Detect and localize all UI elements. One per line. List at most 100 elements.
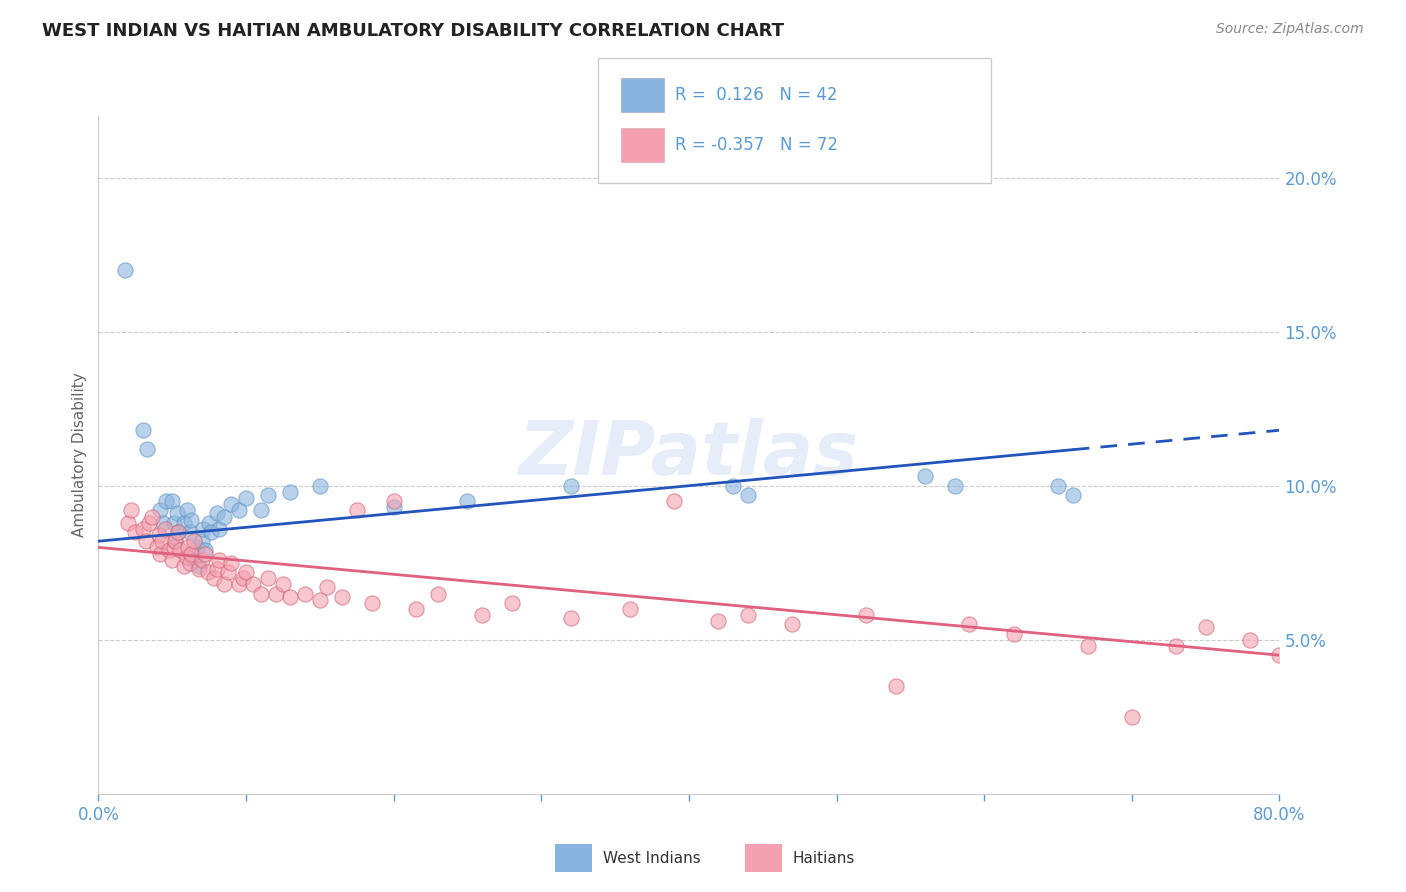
Point <box>183 534 205 549</box>
Point <box>200 524 222 539</box>
Point <box>664 494 686 508</box>
Point <box>194 547 217 561</box>
Point <box>124 524 146 539</box>
Point <box>155 494 177 508</box>
Point <box>173 516 195 530</box>
Point <box>943 479 966 493</box>
Point <box>150 534 173 549</box>
Point <box>148 528 170 542</box>
Point <box>187 558 209 573</box>
Point <box>1121 710 1143 724</box>
Point <box>427 586 450 600</box>
Point <box>250 586 273 600</box>
Point <box>138 516 160 530</box>
Point <box>382 494 405 508</box>
Point <box>278 590 302 604</box>
Point <box>1239 632 1261 647</box>
Point <box>271 577 294 591</box>
Point <box>176 549 198 564</box>
Point <box>208 552 231 566</box>
Text: ZIPatlas: ZIPatlas <box>519 418 859 491</box>
Point <box>194 543 217 558</box>
Point <box>132 423 155 437</box>
Point <box>330 590 353 604</box>
Point <box>232 571 254 585</box>
Point <box>1077 639 1099 653</box>
Point <box>162 494 183 508</box>
Point <box>198 516 221 530</box>
Point <box>1268 648 1291 663</box>
Point <box>149 503 172 517</box>
Y-axis label: Ambulatory Disability: Ambulatory Disability <box>72 373 87 537</box>
Point <box>309 479 332 493</box>
Point <box>560 611 582 625</box>
Point <box>382 500 405 515</box>
Point <box>191 552 214 566</box>
Point <box>191 534 214 549</box>
Point <box>456 494 478 508</box>
Point <box>169 543 191 558</box>
Point <box>560 479 582 493</box>
Point <box>135 534 157 549</box>
Point <box>235 491 257 505</box>
Point <box>187 562 209 576</box>
Point <box>166 507 188 521</box>
Point <box>212 577 235 591</box>
Point <box>208 522 231 536</box>
Point <box>141 509 163 524</box>
Point <box>197 565 219 579</box>
Point <box>114 263 136 277</box>
Point <box>205 507 228 521</box>
Text: R =  0.126   N = 42: R = 0.126 N = 42 <box>675 87 838 104</box>
Point <box>316 581 339 595</box>
Point <box>309 592 332 607</box>
Point <box>117 516 139 530</box>
Point <box>257 488 280 502</box>
Point <box>163 541 186 555</box>
Point <box>737 488 759 502</box>
Point <box>294 586 316 600</box>
Point <box>173 558 195 573</box>
Point <box>235 565 257 579</box>
Point <box>193 522 215 536</box>
Text: Source: ZipAtlas.com: Source: ZipAtlas.com <box>1216 22 1364 37</box>
Point <box>405 602 427 616</box>
Point <box>737 608 759 623</box>
Point <box>152 516 174 530</box>
Point <box>1195 620 1218 634</box>
Point <box>217 565 239 579</box>
Point <box>257 571 280 585</box>
Point <box>1062 488 1084 502</box>
Point <box>707 615 730 629</box>
Text: West Indians: West Indians <box>603 851 702 865</box>
Point <box>180 547 202 561</box>
Point <box>176 503 198 517</box>
Point <box>346 503 368 517</box>
Point <box>212 509 235 524</box>
Point <box>202 571 225 585</box>
Point <box>1046 479 1069 493</box>
Point <box>959 617 981 632</box>
Point <box>242 577 264 591</box>
Point <box>278 484 302 499</box>
Point <box>1327 657 1350 672</box>
Point <box>501 596 523 610</box>
Point <box>1002 626 1025 640</box>
Point <box>250 503 273 517</box>
Point <box>1164 639 1187 653</box>
Point <box>183 552 205 566</box>
Point <box>146 541 169 555</box>
Point <box>167 524 190 539</box>
Point <box>186 541 208 555</box>
Point <box>723 479 745 493</box>
Point <box>471 608 494 623</box>
Point <box>165 534 187 549</box>
Point <box>149 547 172 561</box>
Point <box>179 524 201 539</box>
Text: R = -0.357   N = 72: R = -0.357 N = 72 <box>675 136 838 154</box>
Point <box>177 541 200 555</box>
Point <box>163 516 186 530</box>
Point <box>180 513 202 527</box>
Point <box>179 556 201 570</box>
Point <box>914 469 936 483</box>
